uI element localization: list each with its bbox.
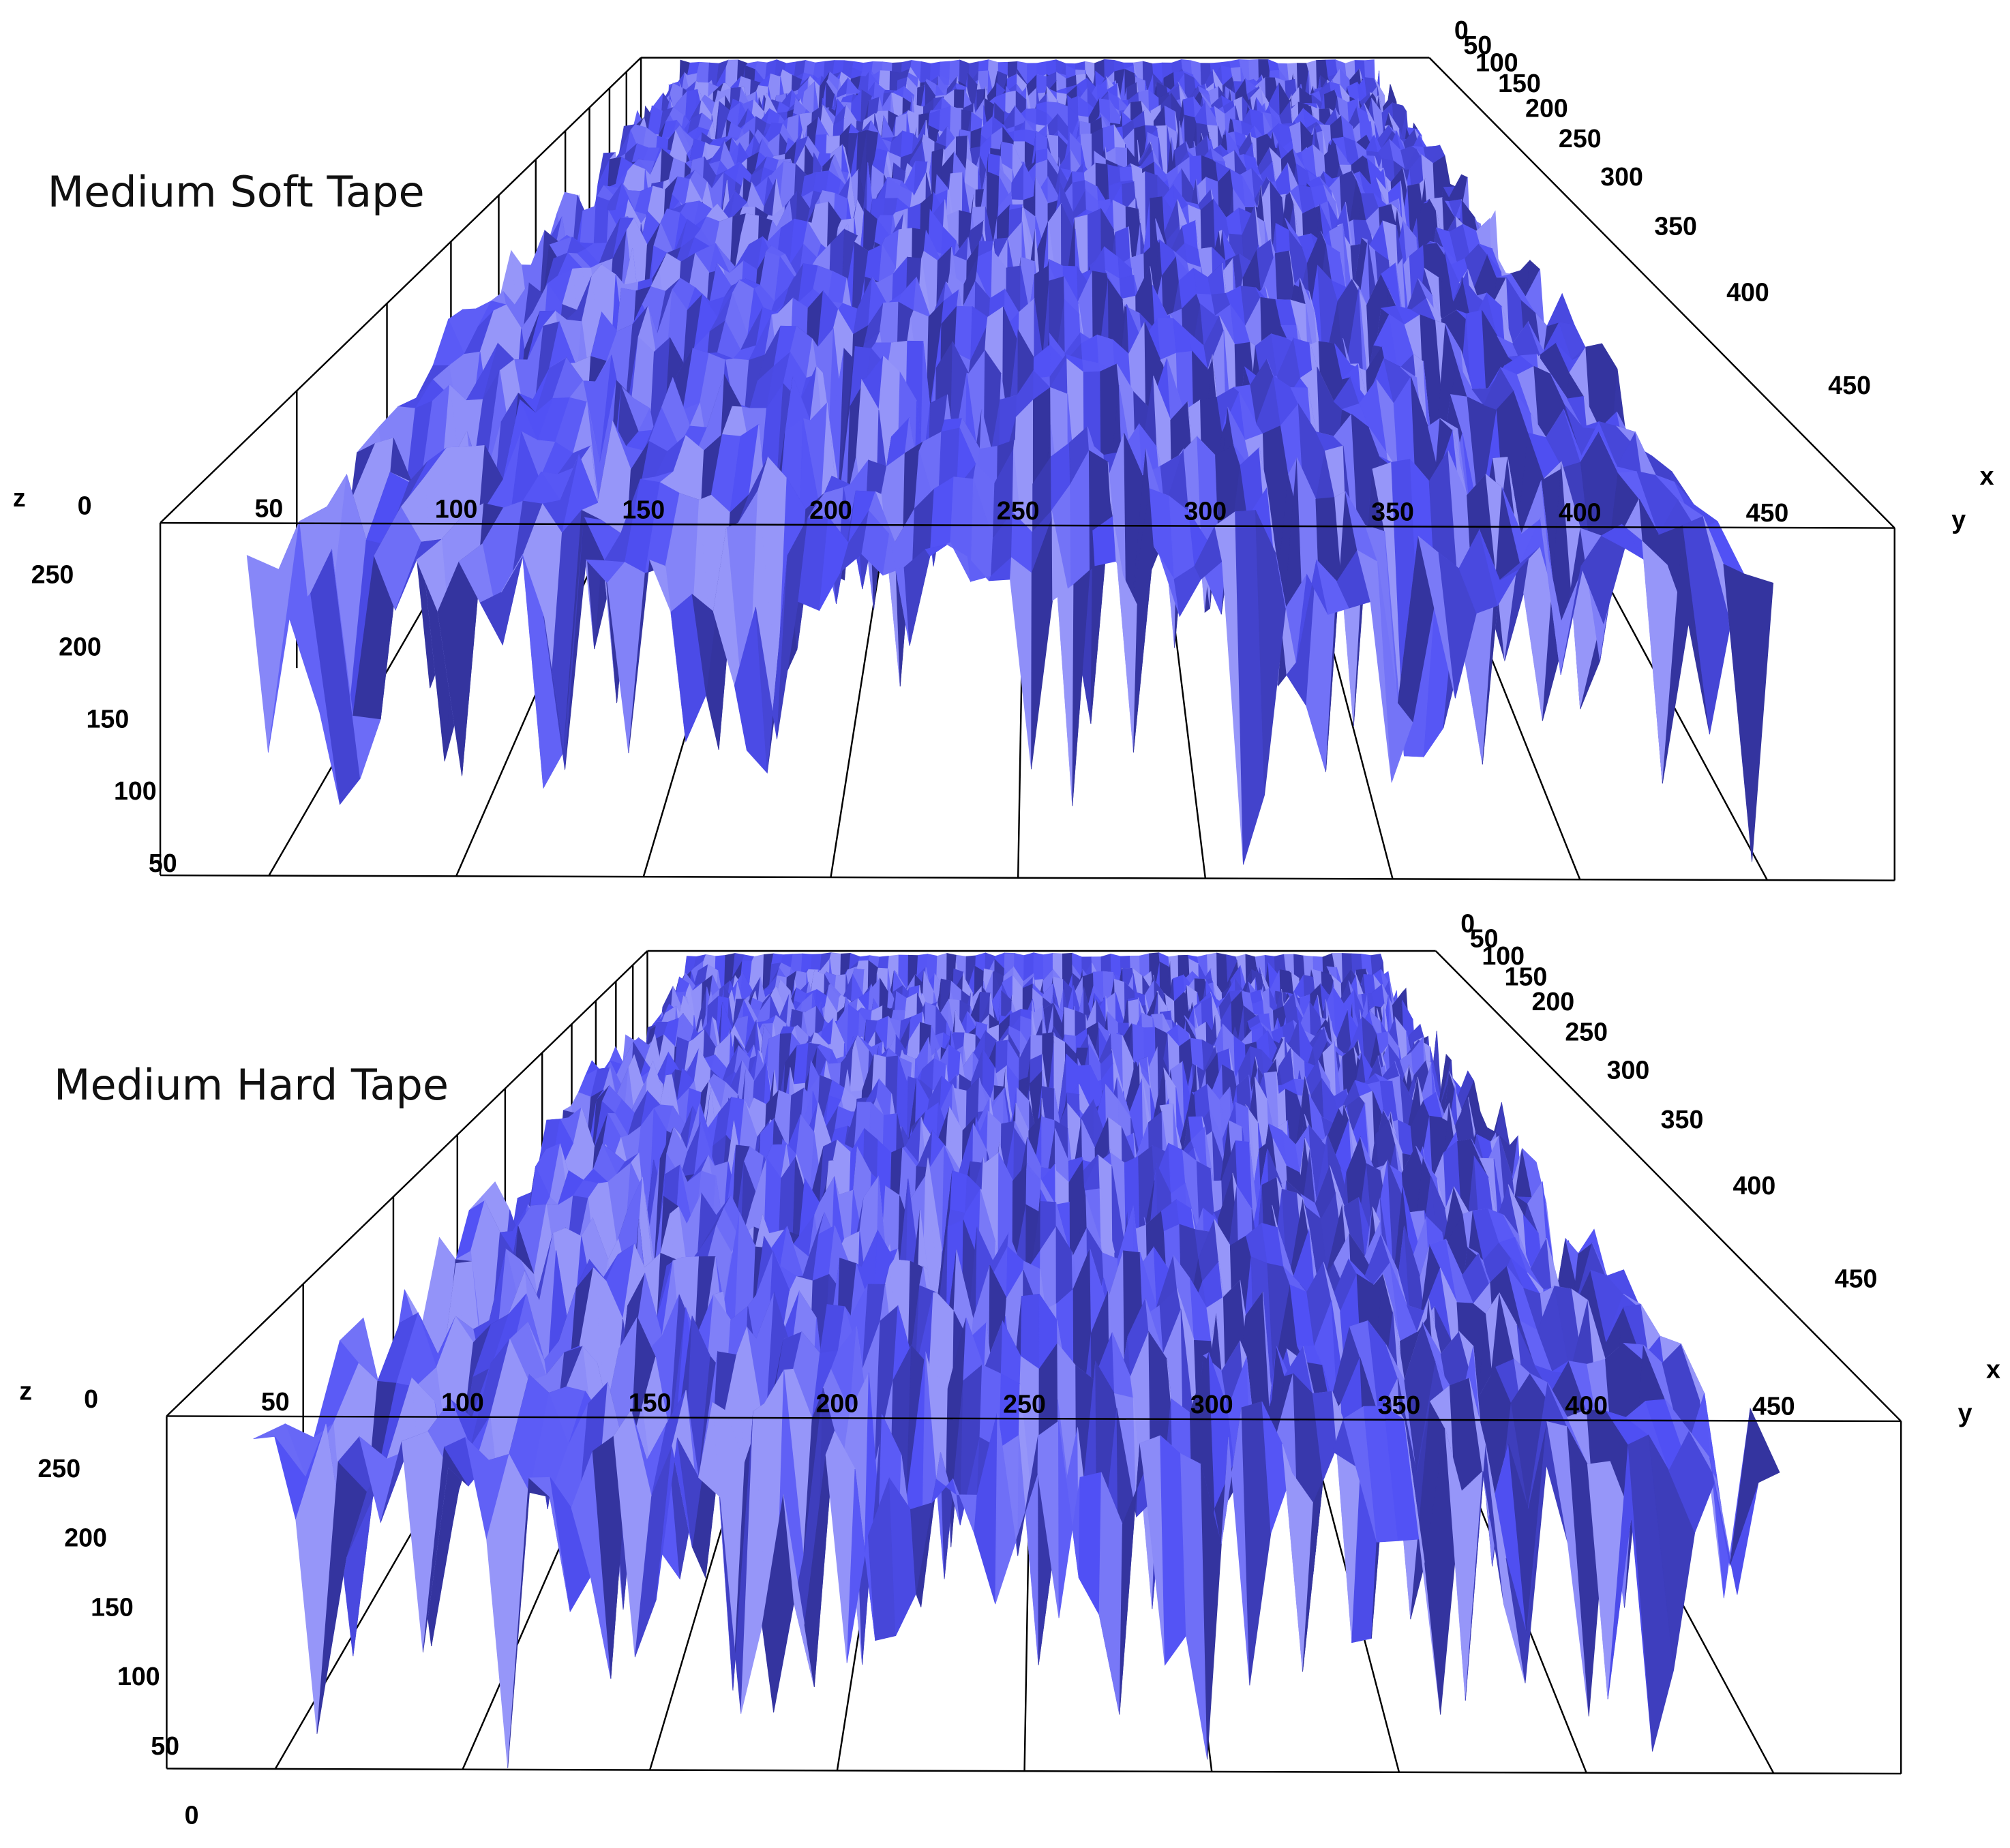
y-tick-label: 250 — [997, 496, 1040, 525]
surface-facet — [877, 956, 890, 969]
surface-facet — [1075, 61, 1086, 71]
box-edge — [166, 1768, 1902, 1775]
corner-label: 0 — [78, 491, 92, 519]
surface-facet — [858, 955, 871, 962]
x-tick-label: 200 — [1525, 93, 1568, 122]
z-tick-label: 100 — [114, 776, 157, 805]
z-tick-label: 250 — [31, 560, 74, 588]
y-tick-label: 200 — [809, 496, 852, 524]
surface-facet — [900, 130, 914, 158]
surface-facet — [1119, 275, 1136, 300]
surface-facet — [1229, 59, 1242, 69]
surface-facet — [862, 61, 873, 73]
y-tick-label: 300 — [1184, 497, 1227, 526]
x-axis-label: x — [1980, 461, 1994, 490]
surface-facet — [1546, 292, 1575, 327]
surface-facet — [1036, 74, 1047, 94]
surface-facet — [1102, 124, 1115, 152]
x-tick-label: 450 — [1828, 371, 1871, 399]
surface-facet — [978, 59, 989, 72]
z-tick-label: 150 — [87, 704, 130, 733]
x-tick-label: 250 — [1559, 124, 1602, 153]
z-tick-label: 50 — [149, 849, 177, 877]
chart-title: Medium Soft Tape — [48, 167, 425, 217]
y-tick-label: 100 — [435, 494, 478, 523]
surface-facet — [1723, 563, 1774, 862]
surface-facet — [1182, 96, 1196, 119]
y-axis-label: y — [1951, 505, 1966, 534]
x-tick-label: 400 — [1726, 277, 1769, 306]
surface-facet — [1268, 59, 1280, 72]
surface-facet — [1119, 166, 1134, 183]
box-edge — [160, 874, 1895, 881]
x-tick-label: 300 — [1600, 162, 1643, 191]
y-tick-label: 50 — [254, 494, 283, 523]
z-axis-label: z — [13, 483, 26, 512]
box-edge — [160, 57, 642, 524]
y-tick-label: 150 — [622, 495, 665, 524]
y-tick-label: 400 — [1559, 498, 1602, 526]
x-tick-label: 350 — [1654, 212, 1697, 241]
surface-facet — [1013, 129, 1025, 142]
surface-facet — [1033, 952, 1044, 981]
surface-facet — [920, 61, 931, 83]
box-edge — [1428, 57, 1895, 529]
y-tick-label: 350 — [1371, 498, 1414, 526]
z-tick-label: 200 — [59, 632, 102, 661]
y-tick-label: 450 — [1746, 498, 1789, 527]
